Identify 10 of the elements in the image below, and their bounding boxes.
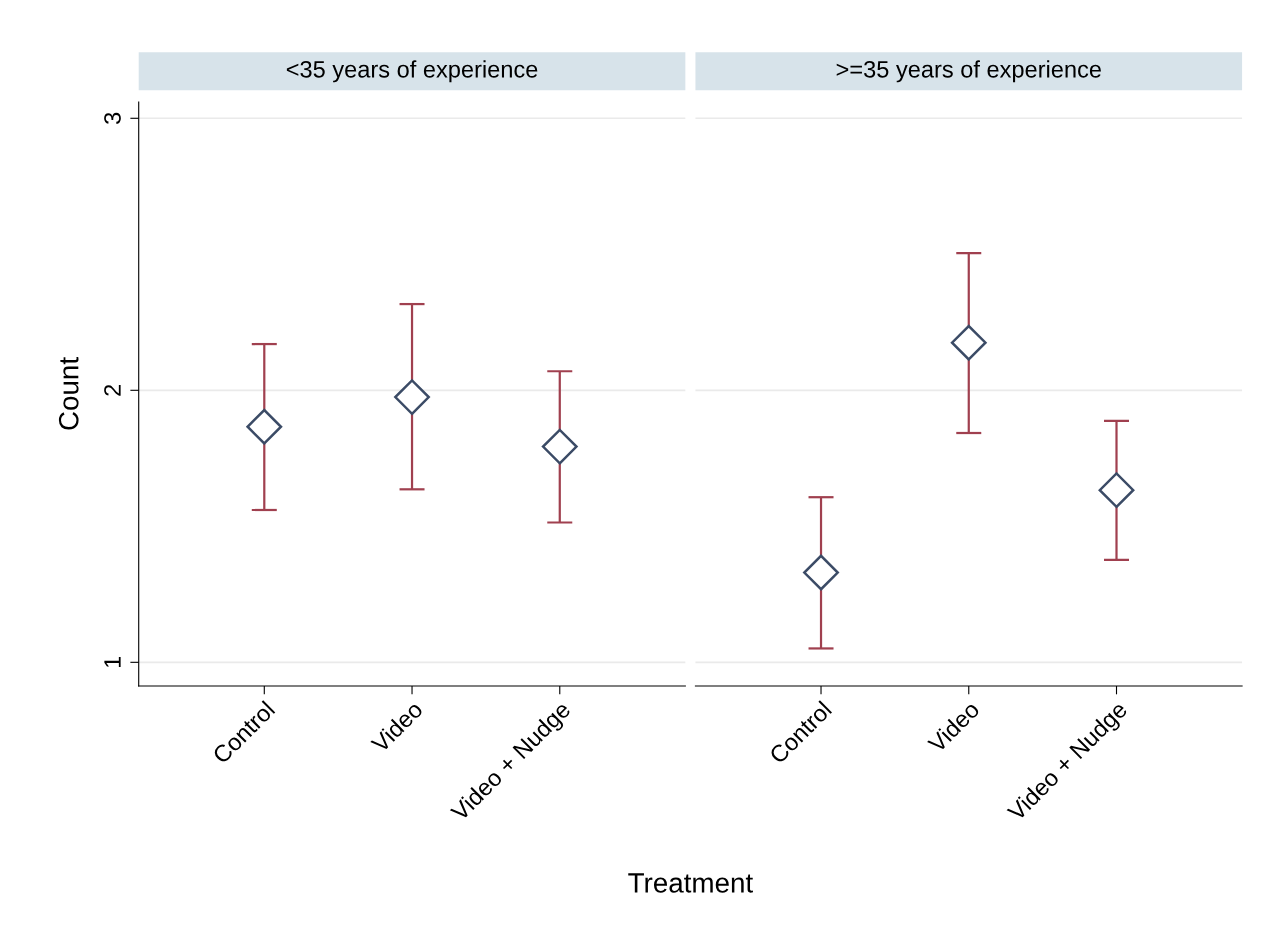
chart-title: >=35 years of experience: [836, 60, 1101, 83]
point: [541, 428, 578, 465]
point: [394, 379, 430, 416]
chart-title: <35 years of experience: [286, 60, 538, 83]
y-axis-title: Count: [58, 357, 79, 430]
y-tick-label: 3: [104, 112, 121, 124]
x-axis-title: Treatment: [628, 873, 753, 893]
y-tick-label: 1: [104, 656, 121, 668]
y-tick-label: 2: [104, 384, 121, 396]
point: [246, 408, 283, 445]
